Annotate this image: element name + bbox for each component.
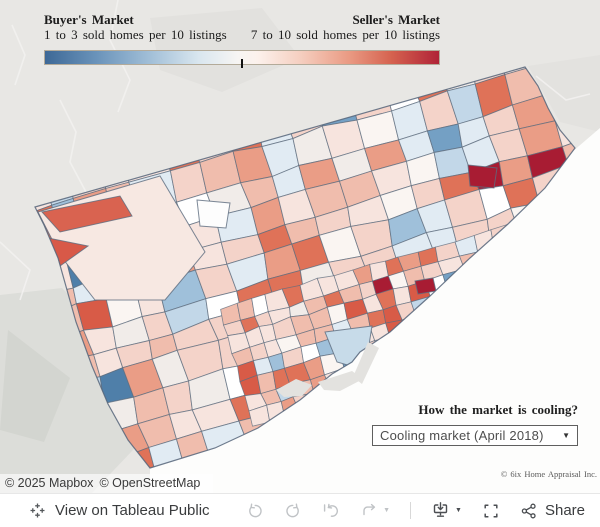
legend-seller-subtitle: 7 to 10 sold homes per 10 listings [250,27,440,42]
toronto-islands [276,342,379,397]
neighbourhood-polygon[interactable] [196,199,231,229]
view-on-tableau-label: View on Tableau Public [55,502,210,519]
undo-icon [246,502,264,520]
publisher-credit: © 6ix Home Appraisal Inc. [500,469,597,479]
market-filter: How the market is cooling? Cooling marke… [372,402,578,446]
color-legend-tick-icon [240,59,243,68]
download-icon [431,501,450,520]
fullscreen-button[interactable] [482,502,500,520]
city-boundary-outline [34,66,576,469]
replay-caret-icon: ▼ [383,507,391,514]
neighbourhood-polygon[interactable] [41,195,133,233]
neighbourhood-polygon[interactable] [414,277,437,295]
market-dropdown[interactable]: Cooling market (April 2018) ▼ [372,425,578,446]
tableau-toolbar: View on Tableau Public [0,493,600,527]
market-dropdown-value: Cooling market (April 2018) [380,428,544,443]
replay-icon [360,502,378,520]
view-on-tableau-link[interactable]: View on Tableau Public [29,502,210,519]
reset-view-button[interactable] [322,502,340,520]
map-attribution: © 2025 Mapbox © OpenStreetMap [0,474,214,493]
redo-button[interactable] [284,502,302,520]
toolbar-separator [410,502,412,519]
share-icon [520,502,538,520]
tableau-logo-icon [29,502,46,519]
undo-button[interactable] [246,502,264,520]
share-label: Share [544,502,585,519]
mapbox-attribution-link[interactable]: © 2025 Mapbox [5,476,94,490]
download-button[interactable]: ▼ [431,501,462,520]
toolbar-actions: ▼ ▼ [246,501,585,520]
color-legend: Buyer's Market Seller's Market 1 to 3 so… [44,12,440,68]
neighbourhood-polygon[interactable] [467,164,498,189]
toronto-choropleth-map[interactable] [0,0,600,493]
viz-area: Buyer's Market Seller's Market 1 to 3 so… [0,0,600,493]
legend-seller-title: Seller's Market [352,12,440,27]
reset-view-icon [322,502,340,520]
color-legend-gradient[interactable] [44,50,440,68]
filter-title: How the market is cooling? [418,402,578,417]
share-button[interactable]: Share [520,502,585,520]
dropdown-caret-icon: ▼ [562,431,570,440]
download-caret-icon: ▼ [455,507,462,514]
redo-icon [284,502,302,520]
legend-buyer-title: Buyer's Market [44,12,134,27]
replay-button[interactable]: ▼ [360,502,390,520]
lake-ontario [150,128,600,493]
legend-buyer-subtitle: 1 to 3 sold homes per 10 listings [44,27,227,42]
osm-attribution-link[interactable]: © OpenStreetMap [99,476,201,490]
fullscreen-icon [482,502,500,520]
